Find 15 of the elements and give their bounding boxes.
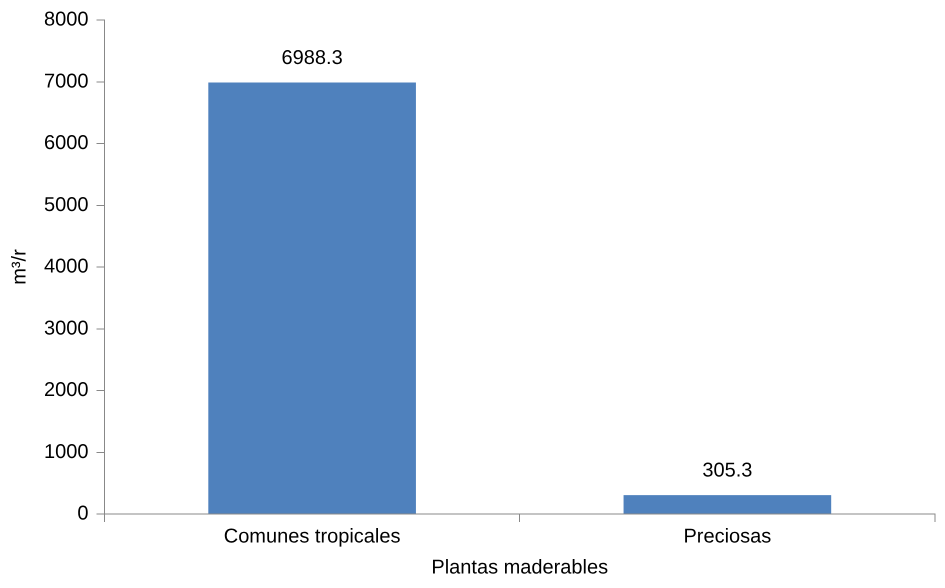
y-tick-label: 0 [77, 502, 88, 525]
y-axis-title: m³/r [8, 248, 31, 285]
y-tick-label: 4000 [44, 256, 88, 278]
y-tick-label: 1000 [44, 440, 88, 463]
x-axis-title: Plantas maderables [431, 556, 608, 579]
data-label: 6988.3 [282, 46, 343, 69]
y-tick-label: 5000 [44, 194, 88, 216]
y-tick-label: 6000 [44, 132, 88, 154]
y-tick-label: 7000 [44, 70, 88, 92]
y-tick-label: 8000 [44, 8, 88, 31]
y-tick-label: 2000 [44, 379, 88, 402]
data-label: 305.3 [702, 460, 752, 482]
x-tick-label: Preciosas [683, 526, 772, 548]
x-tick-label: Comunes tropicales [224, 526, 400, 548]
y-tick-label: 3000 [44, 317, 88, 340]
